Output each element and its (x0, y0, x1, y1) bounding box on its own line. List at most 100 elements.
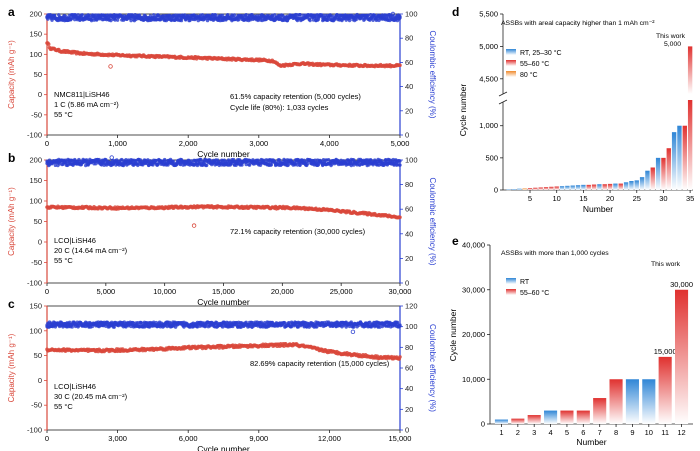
x-tick-label: 0 (45, 139, 49, 148)
y-tick-label: 200 (29, 10, 42, 19)
x-tick-label: 7 (598, 428, 602, 437)
y2-axis-label: Coulombic efficiency (%) (428, 324, 437, 412)
panel-b-text-1: LCO|LiSH46 (54, 236, 96, 245)
panel-b-marks (45, 155, 402, 228)
panel-b: b 0 5,000 10,000 15,000 20,000 25,000 30,000 -1… (7, 151, 437, 307)
x-tick-label: 3,000 (108, 434, 127, 443)
y2-tick-label: 0 (405, 426, 409, 435)
panel-b-label: b (8, 151, 15, 165)
panel-e-legend-hot: 55–60 °C (520, 289, 549, 297)
ce-point (315, 325, 319, 329)
bar (634, 180, 639, 190)
panel-a-marks (45, 11, 402, 69)
ce-point (308, 18, 312, 23)
x-tick-label: 1,000 (108, 139, 127, 148)
y2-tick-label: 100 (405, 156, 418, 165)
panel-a-text-2: 1 C (5.86 mA cm⁻²) (54, 100, 119, 109)
panel-e-label: e (452, 234, 459, 248)
outlier-point (390, 11, 396, 17)
x-tick-label: 6 (581, 428, 585, 437)
ce-point (398, 159, 402, 163)
bar (607, 183, 613, 190)
y-tick-label: 0 (38, 90, 42, 99)
y-tick-label: -100 (27, 131, 42, 140)
y2-tick-label: 80 (405, 180, 413, 189)
ce-point (109, 18, 113, 23)
ce-point (70, 325, 74, 329)
x-tick-label: 4 (548, 428, 552, 437)
x-tick-label: 20,000 (271, 287, 294, 296)
bar (559, 186, 565, 190)
bar (538, 187, 543, 190)
x-tick-label: 9 (630, 428, 634, 437)
bar (609, 379, 623, 424)
bar (650, 167, 655, 190)
x-tick-label: 10 (645, 428, 653, 437)
bar (655, 157, 661, 190)
bar (570, 185, 575, 190)
bar (511, 189, 517, 190)
panel-c-marks (45, 320, 402, 361)
x-tick-label: 3 (532, 428, 536, 437)
x-tick-label: 12,000 (318, 434, 341, 443)
y2-tick-label: 60 (405, 58, 413, 67)
panel-d-legend-hot: 55–60 °C (520, 60, 549, 68)
bar (517, 188, 522, 190)
x-tick-label: 15,000 (212, 287, 235, 296)
capacity-point (398, 215, 402, 220)
y2-tick-label: 20 (405, 405, 413, 414)
ce-point (136, 320, 140, 325)
bar (522, 188, 527, 190)
y-axis-label: Capacity (mAh g⁻¹) (7, 333, 16, 402)
x-axis-label: Number (576, 437, 606, 447)
y-tick-label: -100 (27, 279, 42, 288)
ce-point (204, 163, 209, 168)
x-tick-label: 4,000 (320, 139, 339, 148)
x-tick-label: 6,000 (179, 434, 198, 443)
panel-a-text-3: 55 °C (54, 110, 73, 119)
y2-tick-label: 0 (405, 279, 409, 288)
bar (575, 185, 581, 190)
y2-axis-label: Coulombic efficiency (%) (428, 178, 437, 266)
y-tick-label: -50 (31, 258, 42, 267)
legend-swatch-warm (506, 71, 516, 77)
y-axis-label: Cycle number (458, 84, 468, 137)
ce-point (398, 14, 402, 19)
panel-e-legend-rt: RT (520, 279, 530, 286)
y-tick-label: -100 (27, 426, 42, 435)
y2-tick-label: 60 (405, 364, 413, 373)
ce-point (347, 18, 352, 23)
y-axis-label: Capacity (mAh g⁻¹) (7, 40, 16, 109)
ce-point (295, 163, 300, 167)
bar (642, 379, 656, 424)
y-tick-label: 50 (34, 70, 42, 79)
bar (560, 410, 574, 424)
x-tick-label: 2 (516, 428, 520, 437)
y-tick-label: 5,000 (479, 42, 498, 51)
x-tick-label: 25 (633, 194, 641, 203)
y-tick-label: 5,500 (479, 10, 498, 19)
y2-tick-label: 40 (405, 384, 413, 393)
panel-c-text-2: 30 C (20.45 mA cm⁻²) (54, 392, 128, 401)
panel-c-text-1: LCO|LiSH46 (54, 382, 96, 391)
bar-value-label: 30,000 (670, 280, 693, 289)
y-tick-label: 100 (29, 326, 42, 335)
ce-point (368, 320, 372, 325)
bar (554, 186, 559, 190)
ce-point (398, 324, 402, 328)
ce-point (395, 320, 400, 325)
bar (602, 184, 607, 190)
ce-point (179, 18, 184, 23)
y2-tick-label: 40 (405, 229, 413, 238)
legend-swatch-hot (506, 289, 516, 295)
bar (682, 125, 687, 190)
bar (661, 157, 666, 190)
x-tick-label: 30,000 (389, 287, 412, 296)
y-tick-label: 0 (481, 420, 485, 429)
ce-point (244, 162, 248, 167)
ce-point (138, 158, 142, 162)
y-tick-label: 20,000 (462, 330, 485, 339)
y-tick-label: 50 (34, 351, 42, 360)
y-tick-label: -50 (31, 401, 42, 410)
bar (527, 188, 533, 190)
